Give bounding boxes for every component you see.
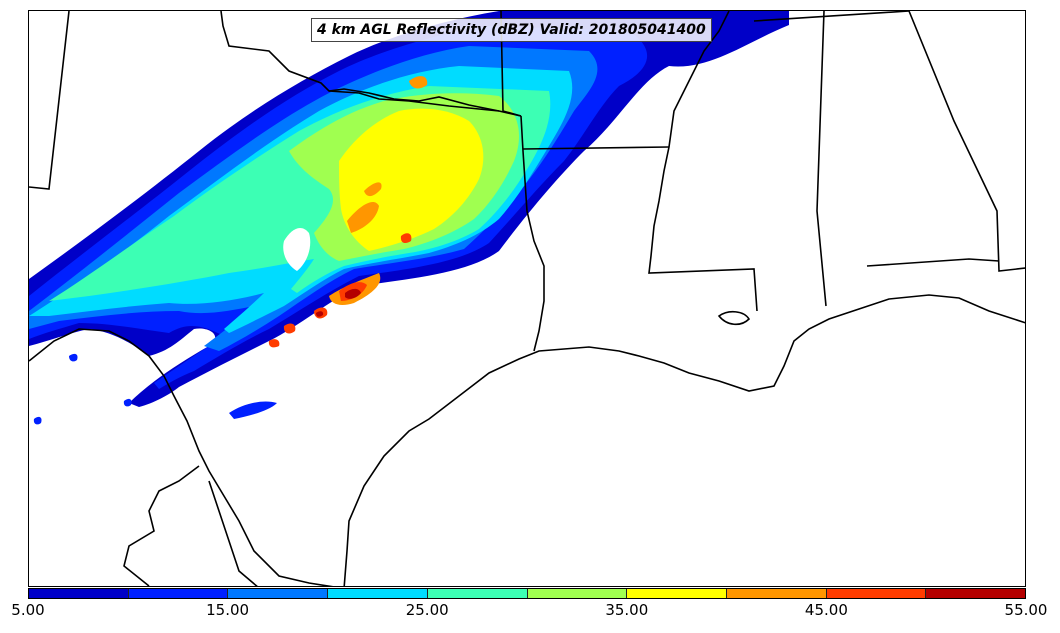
- state-border-tn: [753, 11, 910, 22]
- colorbar-segment: [128, 589, 229, 598]
- mexico-state-border-2: [208, 480, 258, 586]
- colorbar: [28, 588, 1026, 599]
- colorbar-segment: [29, 589, 129, 598]
- colorbar-tick-labels: 5.00 15.00 25.00 35.00 45.00 55.00: [0, 601, 1060, 625]
- state-border-ms-al: [816, 11, 827, 307]
- reflectivity-band-50: [316, 288, 361, 317]
- mississippi-river: [648, 11, 758, 312]
- colorbar-segment: [726, 589, 827, 598]
- reflectivity-map: [29, 11, 1025, 586]
- colorbar-segment: [328, 589, 428, 598]
- colorbar-tick-label: 35.00: [605, 601, 649, 619]
- geographic-boundaries: [29, 11, 1025, 586]
- state-border-fl: [866, 258, 1000, 267]
- state-border-al-ga: [908, 11, 1025, 272]
- reflectivity-field: [29, 11, 789, 425]
- gulf-coastline: [343, 294, 1025, 586]
- colorbar-tick-label: 45.00: [804, 601, 848, 619]
- state-border-ar-ok: [500, 11, 522, 117]
- colorbar-tick-label: 55.00: [1004, 601, 1048, 619]
- colorbar-segment: [627, 589, 727, 598]
- state-border-tx-la: [520, 115, 545, 352]
- map-title: 4 km AGL Reflectivity (dBZ) Valid: 20180…: [311, 18, 712, 42]
- map-panel: 4 km AGL Reflectivity (dBZ) Valid: 20180…: [28, 10, 1026, 587]
- colorbar-segment: [826, 589, 927, 598]
- reflectivity-gap: [283, 227, 311, 271]
- lake-pontchartrain: [717, 310, 751, 326]
- state-border-ar-la: [522, 146, 670, 150]
- colorbar-segment: [427, 589, 528, 598]
- reflectivity-band-45: [268, 233, 412, 348]
- colorbar-tick-label: 25.00: [405, 601, 449, 619]
- colorbar-segment: [527, 589, 628, 598]
- rio-grande-border: [29, 328, 334, 586]
- state-border-nm: [29, 11, 70, 190]
- colorbar-segment: [926, 589, 1026, 598]
- state-border-red-river: [328, 88, 500, 112]
- mexico-state-border: [123, 465, 200, 586]
- colorbar-tick-label: 5.00: [11, 601, 45, 619]
- colorbar-segment: [228, 589, 329, 598]
- reflectivity-band-40: [329, 76, 428, 305]
- colorbar-tick-label: 15.00: [206, 601, 250, 619]
